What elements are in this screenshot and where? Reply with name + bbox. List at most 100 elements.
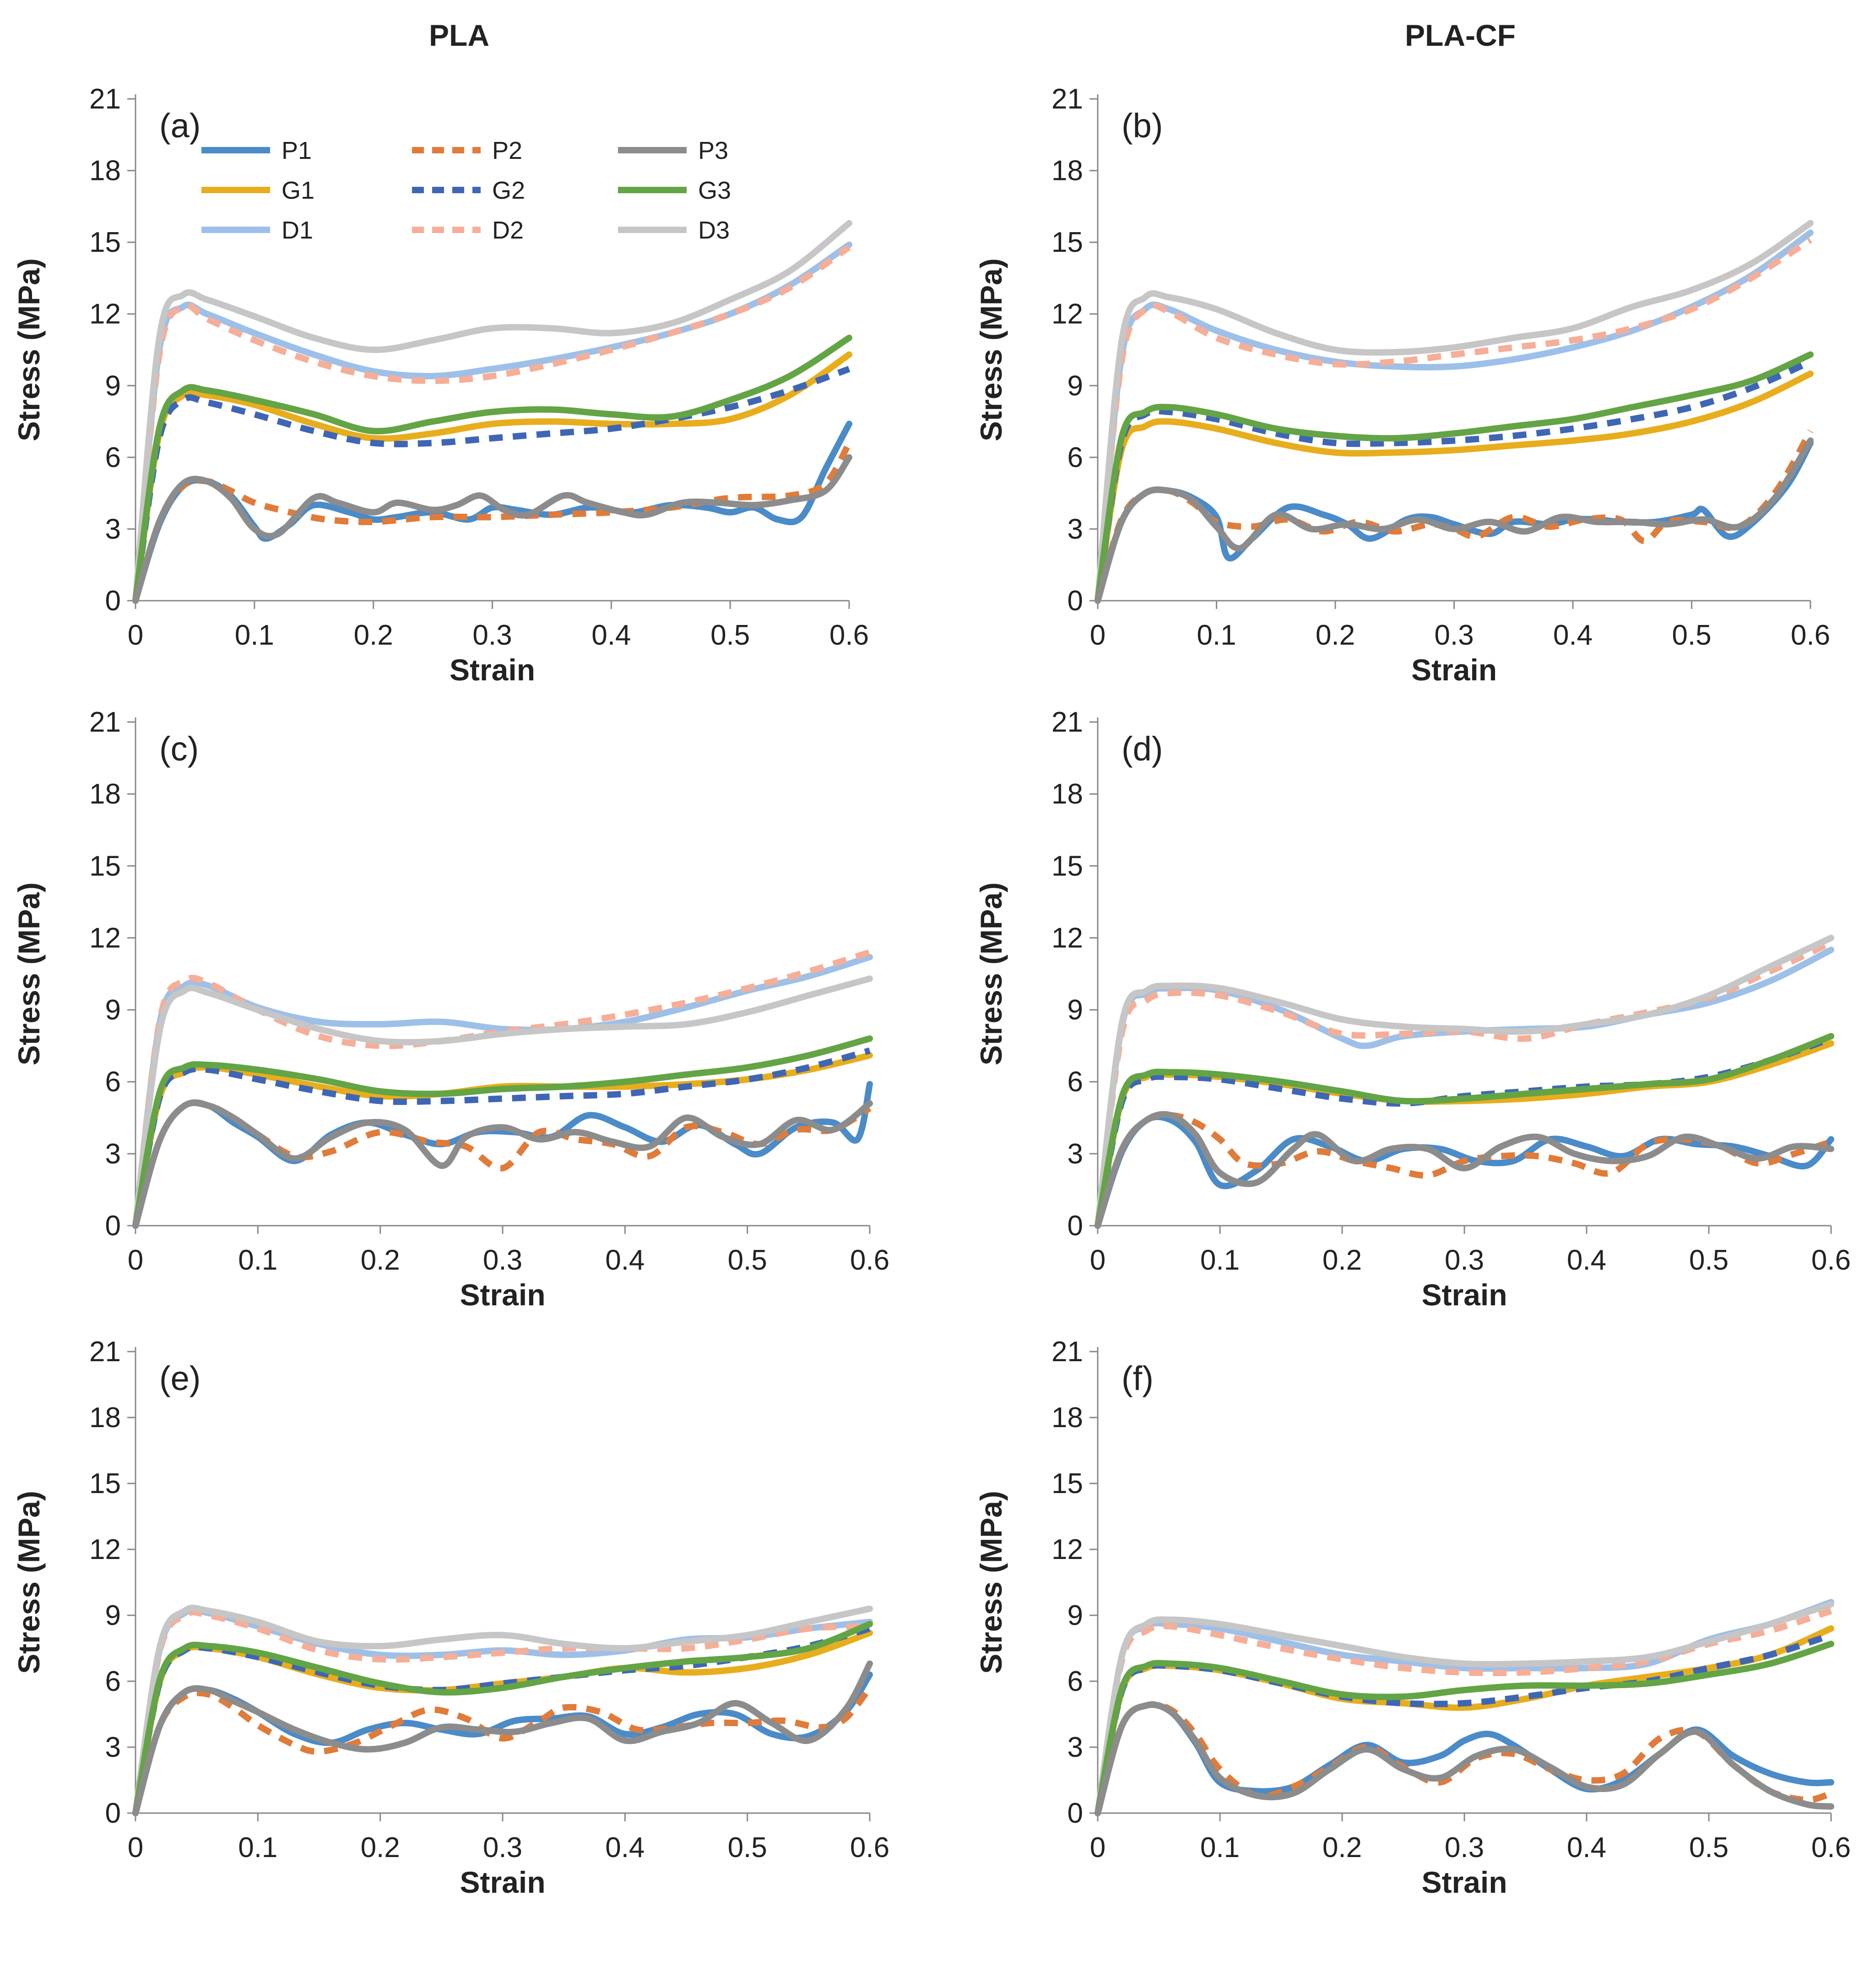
panel-label: (f): [1122, 1359, 1154, 1397]
y-axis-title: Stress (MPa): [974, 882, 1008, 1065]
y-tick-label: 21: [89, 1336, 121, 1368]
series-line-d3: [132, 1604, 873, 1816]
series-line-g1: [132, 351, 852, 604]
y-tick-label: 0: [105, 1798, 121, 1829]
y-tick-label: 21: [1051, 706, 1083, 738]
x-tick-label: 0.2: [361, 1244, 400, 1276]
panels-group: 0 3 6 9 12 15 18 21 0 0.1 0.2 0.3 0.4 0.5 0.6 Strain Str…: [12, 83, 1851, 1899]
x-tick-label: 0.1: [1197, 619, 1236, 651]
x-tick-label: 0.3: [483, 1832, 522, 1863]
x-tick-label: 0.3: [1445, 1832, 1484, 1863]
x-tick-label: 0.4: [591, 619, 631, 651]
y-axis-title: Stress (MPa): [12, 258, 46, 441]
panel-label: (c): [159, 730, 199, 768]
x-tick-label: 0: [1090, 619, 1105, 651]
series-line-g3: [1095, 1640, 1834, 1816]
x-tick-label: 0.6: [1811, 1244, 1851, 1276]
series-line-p3: [132, 454, 852, 604]
panel-f: 0 3 6 9 12 15 18 21 0 0.1 0.2 0.3 0.4 0.5 0.6 Strain Str…: [974, 1336, 1851, 1899]
panel-label: (b): [1122, 107, 1163, 145]
panel-e: 0 3 6 9 12 15 18 21 0 0.1 0.2 0.3 0.4 0.5 0.6 Strain Str…: [12, 1336, 889, 1899]
series-line-d3: [1095, 220, 1814, 604]
x-axis-title: Strain: [1421, 1865, 1507, 1899]
series-line-g2: [1095, 358, 1812, 602]
series-line-d3: [1095, 934, 1834, 1229]
x-tick-label: 0.2: [1316, 619, 1355, 651]
x-tick-label: 0.1: [238, 1244, 277, 1276]
series-line-p2: [132, 1099, 872, 1227]
x-tick-label: 0.2: [1322, 1244, 1362, 1276]
x-tick-label: 0.1: [235, 619, 274, 651]
x-tick-label: 0.5: [710, 619, 750, 651]
y-tick-label: 3: [1068, 513, 1083, 545]
y-tick-label: 6: [105, 1666, 121, 1697]
y-tick-label: 21: [89, 706, 121, 738]
y-tick-label: 3: [105, 1732, 121, 1763]
series-line-d3: [132, 220, 852, 604]
x-tick-label: 0.4: [1567, 1244, 1606, 1276]
x-tick-label: 0.4: [1553, 619, 1593, 651]
y-tick-label: 3: [105, 1138, 121, 1170]
y-axis-title: Stress (MPa): [974, 258, 1008, 441]
y-tick-label: 9: [105, 370, 121, 402]
y-tick-label: 9: [105, 1600, 121, 1631]
x-axis-title: Strain: [460, 1278, 545, 1312]
series-line-p1: [132, 1081, 873, 1229]
series-line-d2: [1095, 940, 1832, 1226]
x-tick-label: 0.3: [472, 619, 512, 651]
x-tick-label: 0.4: [1567, 1832, 1606, 1863]
legend-label-g1: G1: [282, 177, 314, 204]
series-line-p3: [1095, 437, 1814, 604]
y-tick-label: 6: [1068, 442, 1083, 473]
y-tick-label: 3: [1068, 1138, 1083, 1170]
y-tick-label: 15: [89, 850, 121, 882]
x-axis-title: Strain: [1421, 1278, 1507, 1312]
x-axis-title: Strain: [460, 1865, 545, 1899]
x-tick-label: 0.3: [1445, 1244, 1484, 1276]
x-tick-label: 0.6: [1811, 1832, 1851, 1863]
y-tick-label: 15: [1051, 850, 1083, 882]
legend-label-g3: G3: [698, 177, 731, 204]
series-line-d3: [132, 975, 873, 1229]
y-tick-label: 18: [89, 1402, 121, 1434]
panel-d: 0 3 6 9 12 15 18 21 0 0.1 0.2 0.3 0.4 0.5 0.6 Strain Str…: [974, 706, 1851, 1312]
series-line-g2: [132, 1047, 871, 1227]
x-tick-label: 0.1: [238, 1832, 277, 1863]
y-tick-label: 0: [1068, 1798, 1083, 1829]
x-tick-label: 0.5: [1689, 1832, 1729, 1863]
panel-label: (e): [159, 1359, 201, 1397]
y-tick-label: 0: [1068, 585, 1083, 617]
series-line-p3: [1095, 1701, 1834, 1816]
y-tick-label: 9: [105, 994, 121, 1026]
y-tick-label: 9: [1068, 1600, 1083, 1631]
legend-label-d1: D1: [282, 217, 313, 244]
x-tick-label: 0: [128, 1832, 143, 1863]
x-tick-label: 0.5: [1689, 1244, 1729, 1276]
series-line-g1: [132, 1052, 873, 1229]
y-tick-label: 12: [1051, 1534, 1083, 1565]
legend-label-g2: G2: [492, 177, 525, 204]
y-tick-label: 15: [89, 1468, 121, 1499]
x-tick-label: 0.1: [1200, 1832, 1240, 1863]
series-line-g1: [1095, 370, 1814, 604]
column-title-pla: PLA: [429, 18, 489, 52]
x-tick-label: 0.4: [605, 1244, 645, 1276]
panel-label: (d): [1122, 730, 1163, 768]
y-tick-label: 15: [1051, 227, 1083, 258]
x-tick-label: 0.2: [354, 619, 393, 651]
y-tick-label: 0: [1068, 1210, 1083, 1242]
y-tick-label: 6: [1068, 1666, 1083, 1697]
y-tick-label: 0: [105, 1210, 121, 1242]
panel-label: (a): [159, 107, 201, 145]
y-tick-label: 3: [105, 513, 121, 545]
x-tick-label: 0.2: [1322, 1832, 1362, 1863]
y-tick-label: 12: [89, 922, 121, 954]
column-title-pla-cf: PLA-CF: [1405, 18, 1516, 52]
x-tick-label: 0.5: [1672, 619, 1711, 651]
series-line-d2: [1095, 237, 1812, 601]
x-tick-label: 0.6: [850, 1244, 889, 1276]
y-tick-label: 3: [1068, 1732, 1083, 1763]
x-tick-label: 0: [128, 619, 143, 651]
y-tick-label: 18: [1051, 778, 1083, 810]
y-tick-label: 12: [1051, 299, 1083, 330]
